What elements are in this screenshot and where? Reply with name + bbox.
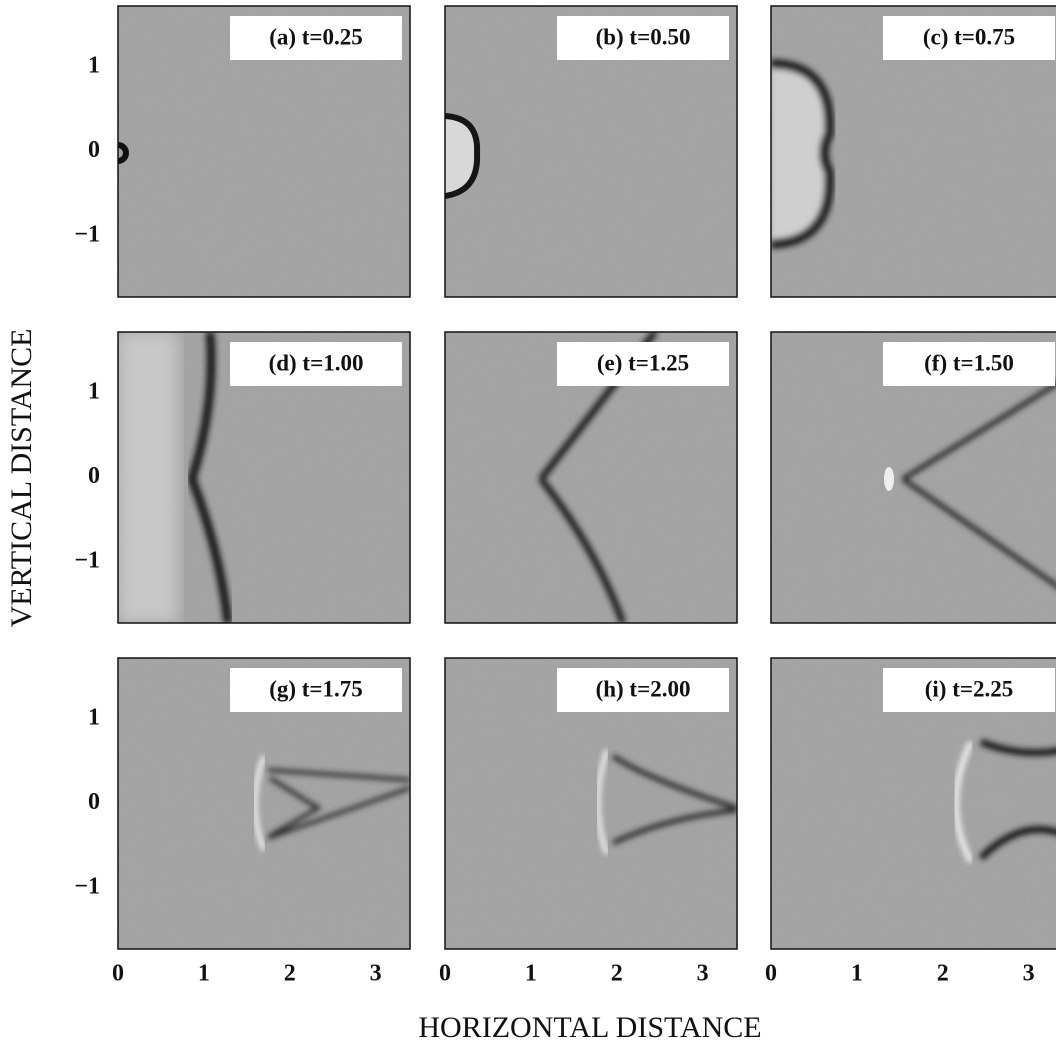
- panel: (a) t=0.25: [117, 5, 411, 298]
- panel: (d) t=1.00: [117, 331, 411, 624]
- wave-front: [771, 59, 835, 249]
- y-tick-label: 0: [88, 137, 100, 163]
- wave-front: [953, 740, 974, 864]
- panel-label: (d) t=1.00: [269, 350, 364, 375]
- wave-front: [978, 738, 1056, 861]
- panel-label: (i) t=2.25: [925, 676, 1013, 701]
- panel-label-box: [230, 342, 402, 386]
- panel-label-box: [230, 16, 402, 60]
- y-tick-label: −1: [74, 222, 100, 248]
- x-tick-label: 1: [198, 961, 210, 987]
- x-tick-label: 3: [1023, 961, 1035, 987]
- x-tick-label: 2: [611, 961, 623, 987]
- panel: (i) t=2.25: [770, 657, 1056, 950]
- panel: (b) t=0.50: [444, 5, 738, 298]
- wave-front: [118, 142, 129, 164]
- panel-frame: [117, 657, 411, 950]
- panel-label-box: [557, 16, 729, 60]
- panel-label: (e) t=1.25: [597, 350, 689, 375]
- panel-frame: [444, 657, 738, 950]
- panel-label: (h) t=2.00: [596, 676, 691, 701]
- panel: (c) t=0.75: [770, 5, 1056, 298]
- panel-label: (c) t=0.75: [923, 24, 1015, 49]
- panel: (g) t=1.75: [117, 657, 411, 950]
- wave-front: [252, 755, 267, 851]
- panel-label-box: [557, 342, 729, 386]
- y-tick-label: 1: [88, 52, 100, 78]
- panel-label: (a) t=0.25: [269, 24, 363, 49]
- wave-front: [267, 768, 410, 840]
- panel-frame: [444, 5, 738, 298]
- x-tick-label: 0: [765, 961, 777, 987]
- y-tick-label: 0: [88, 789, 100, 815]
- x-tick-label: 3: [370, 961, 382, 987]
- wave-front: [118, 332, 178, 623]
- y-tick-label: −1: [74, 548, 100, 574]
- panel: (e) t=1.25: [444, 331, 738, 624]
- panel-label-box: [230, 668, 402, 712]
- x-tick-label: 0: [439, 961, 451, 987]
- panel-label-box: [883, 342, 1055, 386]
- panel-image: [118, 332, 410, 623]
- y-tick-label: 1: [88, 378, 100, 404]
- panel-label: (g) t=1.75: [269, 676, 363, 701]
- panel-label-box: [883, 668, 1055, 712]
- panel-frame: [770, 657, 1056, 950]
- wave-front: [611, 753, 737, 846]
- panel-label-box: [557, 668, 729, 712]
- panel-frame: [770, 331, 1056, 624]
- x-tick-label: 2: [937, 961, 949, 987]
- panel-frame: [770, 5, 1056, 298]
- y-tick-label: −1: [74, 874, 100, 900]
- panel-label-box: [883, 16, 1055, 60]
- wave-front: [187, 332, 233, 623]
- x-tick-label: 3: [697, 961, 709, 987]
- x-tick-label: 1: [851, 961, 863, 987]
- panel-label: (f) t=1.50: [924, 350, 1014, 375]
- x-axis-title: HORIZONTAL DISTANCE: [418, 1011, 761, 1044]
- wave-front: [595, 749, 610, 855]
- panel: (h) t=2.00: [444, 657, 738, 950]
- y-tick-label: 0: [88, 463, 100, 489]
- y-tick-label: 1: [88, 704, 100, 730]
- panel-frame: [117, 5, 411, 298]
- wave-front: [445, 113, 481, 199]
- panel-frame: [117, 331, 411, 624]
- wave-front: [901, 381, 1056, 589]
- x-tick-label: 0: [112, 961, 124, 987]
- panel-frame: [444, 331, 738, 624]
- wave-front: [884, 467, 894, 491]
- panel-label: (b) t=0.50: [596, 24, 691, 49]
- x-tick-label: 2: [284, 961, 296, 987]
- x-tick-label: 1: [525, 961, 537, 987]
- panel: (f) t=1.50: [770, 331, 1056, 624]
- y-axis-title: VERTICAL DISTANCE: [5, 329, 38, 628]
